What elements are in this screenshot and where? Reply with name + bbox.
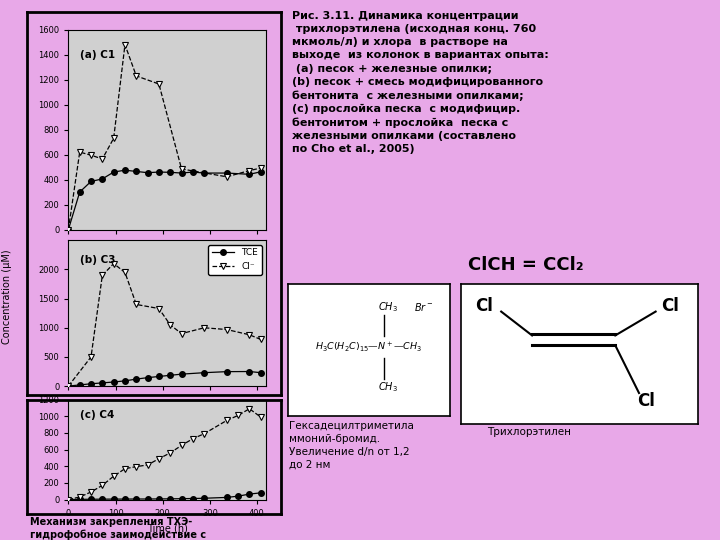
- Text: Трихлорэтилен: Трихлорэтилен: [487, 427, 571, 437]
- Text: (b) C3: (b) C3: [81, 255, 116, 265]
- Legend: TCE, Cl⁻: TCE, Cl⁻: [208, 245, 262, 274]
- Text: $H_3C(H_2C)_{15}$—$N^+$—$CH_3$: $H_3C(H_2C)_{15}$—$N^+$—$CH_3$: [315, 340, 423, 354]
- Text: (a) C1: (a) C1: [81, 50, 115, 60]
- Text: Гексадецилтриметила
ммоний-бромид.
Увеличение d/n от 1,2
до 2 нм: Гексадецилтриметила ммоний-бромид. Увели…: [289, 421, 414, 470]
- Text: $Br^-$: $Br^-$: [414, 301, 434, 313]
- Text: Рис. 3.11. Динамика концентрации
 трихлорэтилена (исходная конц. 760
мкмоль/л) и: Рис. 3.11. Динамика концентрации трихлор…: [292, 11, 549, 154]
- X-axis label: Time (h): Time (h): [147, 523, 188, 533]
- Text: (c) C4: (c) C4: [81, 409, 114, 420]
- Text: $CH_3$: $CH_3$: [379, 380, 398, 394]
- Text: Cl: Cl: [637, 393, 655, 410]
- Text: Cl: Cl: [476, 297, 493, 315]
- Text: $CH_3$: $CH_3$: [379, 300, 398, 314]
- Text: Механизм закрепления ТХЭ-
гидрофобное заимодействие с
ГДТА: Механизм закрепления ТХЭ- гидрофобное за…: [30, 517, 207, 540]
- Text: Cl: Cl: [661, 297, 679, 315]
- Text: ClCH = CCl₂: ClCH = CCl₂: [468, 255, 583, 274]
- Text: Concentration (μM): Concentration (μM): [2, 249, 12, 345]
